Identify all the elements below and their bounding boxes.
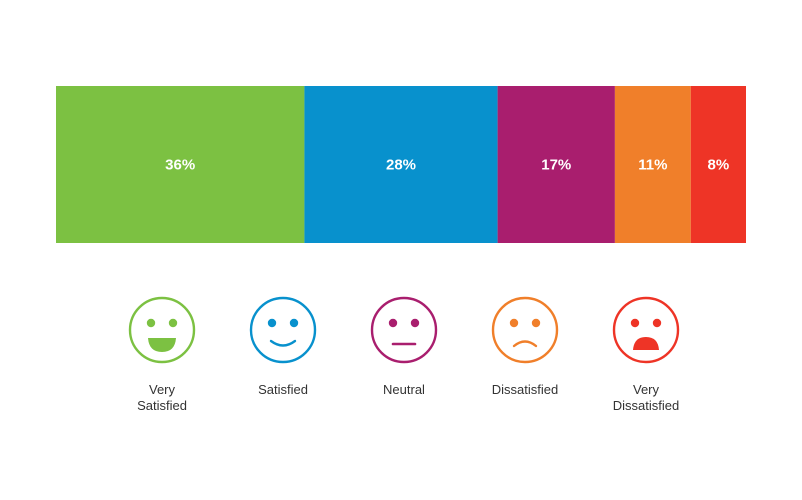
face-outline <box>491 296 559 364</box>
bar-label-very-dissatisfied: 8% <box>708 157 730 174</box>
bar-segment-satisfied <box>304 86 498 243</box>
smile-icon <box>249 296 317 364</box>
face-neutral: Neutral <box>370 296 438 397</box>
face-mouth <box>148 338 176 352</box>
frown-icon <box>491 296 559 364</box>
face-eye-right <box>531 318 541 328</box>
sad-open-mouth-icon <box>612 296 680 364</box>
bar-segment-neutral <box>497 86 615 243</box>
big-smile-icon <box>128 296 196 364</box>
bar-label-dissatisfied: 11% <box>638 157 667 174</box>
face-outline <box>128 296 196 364</box>
face-eye-right <box>289 318 299 328</box>
face-outline <box>249 296 317 364</box>
face-satisfied: Satisfied <box>249 296 317 397</box>
face-eye-left <box>146 318 156 328</box>
face-label-very-satisfied: Satisfied <box>137 398 187 413</box>
face-eye-left <box>267 318 277 328</box>
bar-segment-very-satisfied <box>56 86 305 243</box>
neutral-icon <box>370 296 438 364</box>
face-eye-right <box>652 318 662 328</box>
face-mouth <box>633 337 659 350</box>
bar-segment-dissatisfied <box>614 86 691 243</box>
face-eye-left <box>630 318 640 328</box>
face-eye-right <box>168 318 178 328</box>
face-mouth <box>269 339 297 347</box>
face-eye-left <box>388 318 398 328</box>
face-dissatisfied: Dissatisfied <box>491 296 559 397</box>
face-eye-left <box>509 318 519 328</box>
bar-segment-very-dissatisfied <box>690 86 746 243</box>
bar-label-neutral: 17% <box>541 157 571 174</box>
face-label-dissatisfied: Dissatisfied <box>492 382 558 397</box>
bar-label-satisfied: 28% <box>386 157 416 174</box>
face-label-very-dissatisfied: Dissatisfied <box>613 398 679 413</box>
face-outline <box>612 296 680 364</box>
face-mouth <box>512 340 538 348</box>
stacked-bar: 36% 28% 17% 11% 8% <box>56 86 746 243</box>
face-label-very-dissatisfied: Very <box>633 382 660 397</box>
bar-label-very-satisfied: 36% <box>165 157 195 174</box>
face-label-neutral: Neutral <box>383 382 425 397</box>
face-label-satisfied: Satisfied <box>258 382 308 397</box>
face-outline <box>370 296 438 364</box>
face-eye-right <box>410 318 420 328</box>
face-label-very-satisfied: Very <box>149 382 176 397</box>
